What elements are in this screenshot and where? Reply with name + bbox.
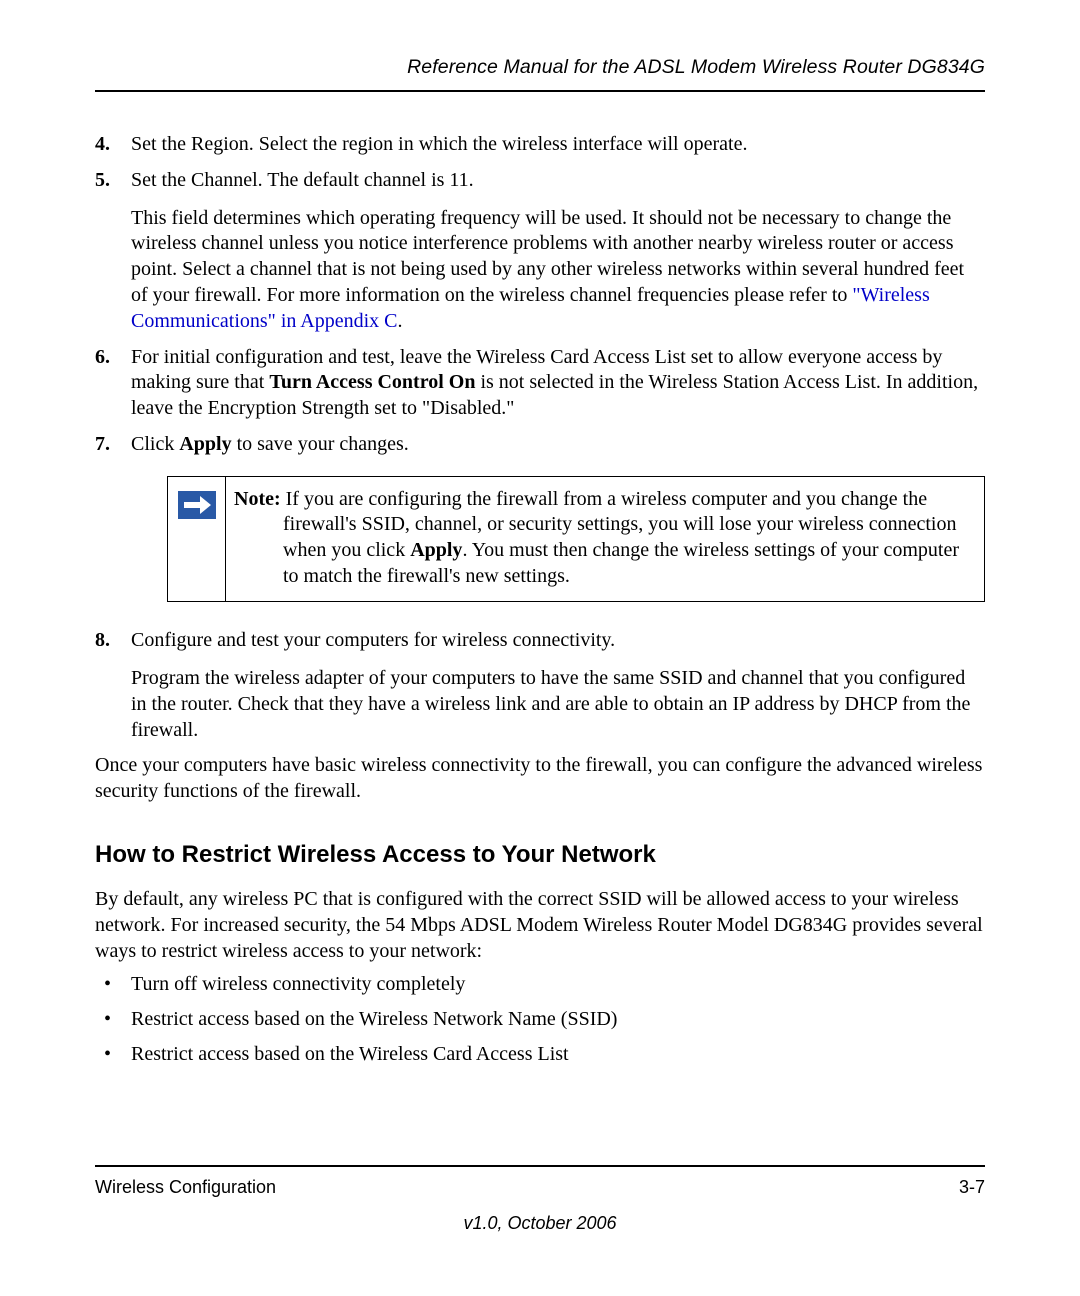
step-text: Configure and test your computers for wi… — [131, 628, 985, 654]
step-text: Set the Region. Select the region in whi… — [131, 132, 985, 158]
body-paragraph: By default, any wireless PC that is conf… — [95, 887, 985, 964]
note-label: Note: — [234, 488, 281, 510]
arrow-right-icon — [178, 491, 216, 519]
text-run: Click — [131, 433, 179, 455]
step-number: 8. — [95, 628, 110, 654]
running-header: Reference Manual for the ADSL Modem Wire… — [95, 56, 985, 92]
step-6: 6. For initial configuration and test, l… — [95, 345, 985, 422]
bold-term: Apply — [179, 433, 231, 455]
step-4: 4. Set the Region. Select the region in … — [95, 132, 985, 158]
page-footer: Wireless Configuration 3-7 — [95, 1165, 985, 1198]
step-7: 7. Click Apply to save your changes. Not… — [95, 432, 985, 602]
step-8: 8. Configure and test your computers for… — [95, 628, 985, 743]
step-text: This field determines which operating fr… — [131, 206, 985, 335]
bold-term: Apply — [410, 539, 462, 561]
step-text: For initial configuration and test, leav… — [131, 345, 985, 422]
bullet-item: Restrict access based on the Wireless Ca… — [95, 1042, 985, 1068]
step-number: 4. — [95, 132, 110, 158]
step-text: Program the wireless adapter of your com… — [131, 666, 985, 743]
body-paragraph: Once your computers have basic wireless … — [95, 753, 985, 805]
footer-chapter: Wireless Configuration — [95, 1177, 276, 1198]
text-run: . — [398, 310, 403, 332]
step-number: 5. — [95, 168, 110, 194]
bullet-item: Restrict access based on the Wireless Ne… — [95, 1007, 985, 1033]
footer-version: v1.0, October 2006 — [0, 1213, 1080, 1234]
step-5: 5. Set the Channel. The default channel … — [95, 168, 985, 335]
note-text: Note: If you are configuring the firewal… — [234, 487, 976, 589]
text-run: This field determines which operating fr… — [131, 207, 964, 306]
step-text: Click Apply to save your changes. — [131, 432, 985, 458]
bullet-list: Turn off wireless connectivity completel… — [95, 972, 985, 1067]
section-heading: How to Restrict Wireless Access to Your … — [95, 841, 985, 869]
numbered-steps: 4. Set the Region. Select the region in … — [95, 132, 985, 743]
bold-term: Turn Access Control On — [269, 371, 475, 393]
page: Reference Manual for the ADSL Modem Wire… — [0, 0, 1080, 1296]
step-number: 7. — [95, 432, 110, 458]
bullet-item: Turn off wireless connectivity completel… — [95, 972, 985, 998]
note-body: Note: If you are configuring the firewal… — [226, 477, 984, 601]
step-number: 6. — [95, 345, 110, 371]
note-icon-cell — [168, 477, 226, 601]
footer-rule — [95, 1165, 985, 1167]
text-run: to save your changes. — [232, 433, 409, 455]
footer-page-number: 3-7 — [959, 1177, 985, 1198]
step-text: Set the Channel. The default channel is … — [131, 168, 985, 194]
note-box: Note: If you are configuring the firewal… — [167, 476, 985, 602]
